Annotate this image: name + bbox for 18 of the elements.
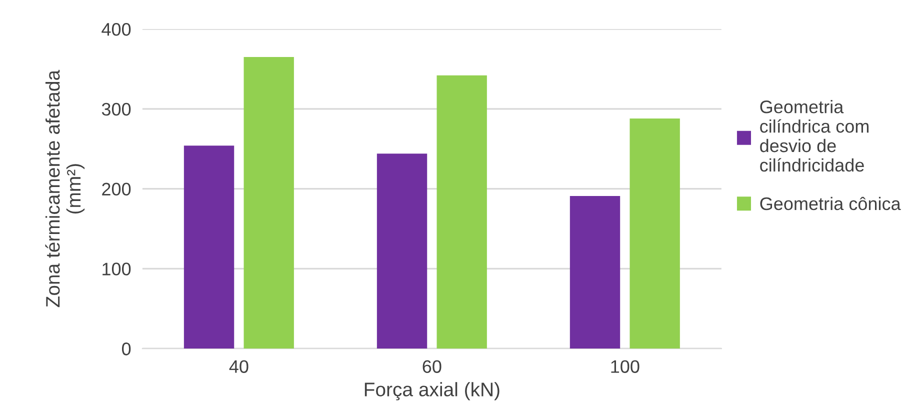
bar xyxy=(376,154,428,349)
bar xyxy=(184,146,234,349)
x-tick-label: 40 xyxy=(229,360,248,373)
legend-label: Geometria cônica xyxy=(760,196,901,210)
y-tick-label: 400 xyxy=(102,22,131,36)
bar xyxy=(436,75,487,349)
y-tick-label: 100 xyxy=(102,262,131,276)
y-axis-title: Zona térmicamente afetada (mm²) xyxy=(45,70,85,308)
y-tick-label: 300 xyxy=(102,102,131,116)
bar xyxy=(630,118,680,349)
y-tick-label: 0 xyxy=(122,342,131,356)
x-tick-label: 60 xyxy=(422,360,442,373)
y-tick-label: 200 xyxy=(102,182,131,196)
legend-label: Geometria cilíndrica com desvio de cilíndricidade xyxy=(760,100,869,172)
x-axis-title: Força axial (kN) xyxy=(364,382,500,400)
x-tick-label: 100 xyxy=(611,360,640,373)
bar xyxy=(570,196,620,349)
bar xyxy=(244,57,294,349)
